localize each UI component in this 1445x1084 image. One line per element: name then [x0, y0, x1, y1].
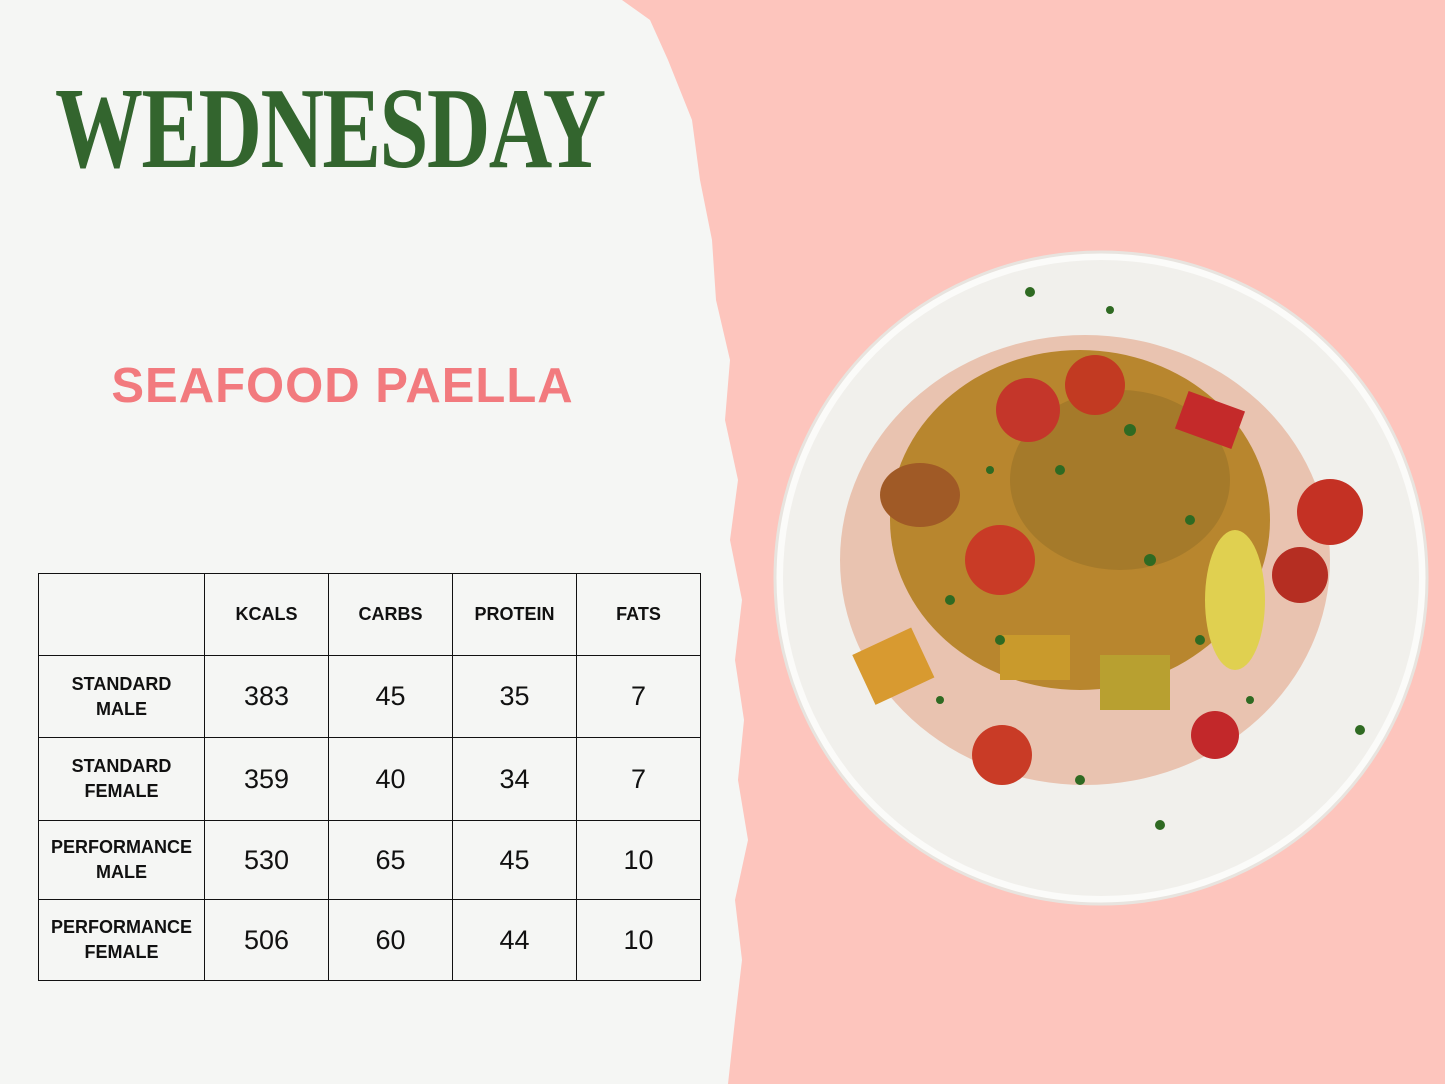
table-row: PERFORMANCE MALE 530 65 45 10	[38, 820, 701, 900]
day-title: WEDNESDAY	[55, 62, 630, 192]
carbs-cell: 65	[328, 820, 453, 900]
row-label-line2: FEMALE	[84, 942, 159, 962]
paella-plate-image	[773, 250, 1429, 906]
header-carbs: CARBS	[328, 573, 453, 656]
header-kcals: KCALS	[204, 573, 329, 656]
kcals-cell: 530	[204, 820, 329, 900]
fats-cell: 10	[576, 899, 701, 981]
protein-cell: 44	[452, 899, 577, 981]
fats-cell: 7	[576, 737, 701, 821]
row-label-line1: STANDARD	[71, 673, 172, 694]
protein-cell: 35	[452, 655, 577, 738]
table-row: PERFORMANCE FEMALE 506 60 44 10	[38, 899, 701, 981]
day-title-text: WEDNESDAY	[55, 64, 606, 193]
row-label: PERFORMANCE FEMALE	[38, 899, 205, 981]
row-label: STANDARD MALE	[38, 655, 205, 738]
row-label-line2: MALE	[96, 862, 147, 882]
table-row: STANDARD MALE 383 45 35 7	[38, 655, 701, 738]
row-label-line2: MALE	[96, 698, 147, 719]
carbs-cell: 45	[328, 655, 453, 738]
row-label-line1: PERFORMANCE	[50, 917, 192, 937]
carbs-cell: 40	[328, 737, 453, 821]
row-label-line1: PERFORMANCE	[50, 837, 192, 857]
row-label-line1: STANDARD	[71, 756, 172, 776]
fats-cell: 10	[576, 820, 701, 900]
protein-cell: 34	[452, 737, 577, 821]
nutrition-table: KCALS CARBS PROTEIN FATS STANDARD MALE 38…	[38, 573, 701, 981]
kcals-cell: 383	[204, 655, 329, 738]
kcals-cell: 506	[204, 899, 329, 981]
row-label-line2: FEMALE	[84, 781, 159, 801]
table-header-row: KCALS CARBS PROTEIN FATS	[38, 573, 701, 656]
header-protein: PROTEIN	[452, 573, 577, 656]
dish-name: SEAFOOD PAELLA	[111, 359, 574, 413]
kcals-cell: 359	[204, 737, 329, 821]
header-cell-empty	[38, 573, 205, 656]
header-fats: FATS	[576, 573, 701, 656]
table-row: STANDARD FEMALE 359 40 34 7	[38, 737, 701, 821]
protein-cell: 45	[452, 820, 577, 900]
row-label: PERFORMANCE MALE	[38, 820, 205, 900]
row-label: STANDARD FEMALE	[38, 737, 205, 821]
carbs-cell: 60	[328, 899, 453, 981]
fats-cell: 7	[576, 655, 701, 738]
